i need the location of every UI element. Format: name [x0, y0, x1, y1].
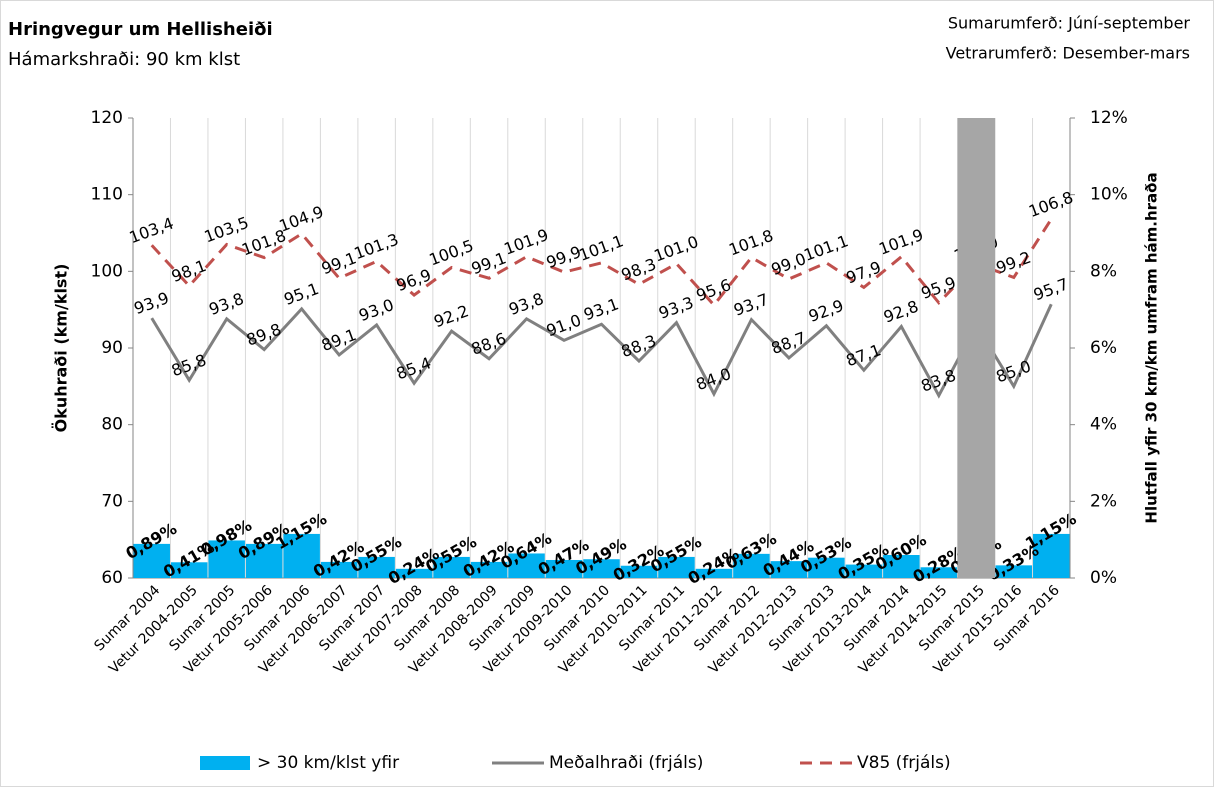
bar — [620, 565, 658, 578]
bar — [320, 561, 358, 578]
bar — [658, 556, 695, 578]
y2-tick-label: 4% — [1090, 415, 1117, 435]
y-tick-label: 110 — [91, 185, 123, 205]
bar — [433, 556, 470, 578]
bar — [245, 543, 283, 578]
bar — [920, 567, 958, 578]
y2-tick-label: 2% — [1090, 491, 1117, 511]
chart-subtitle: Hámarkshraði: 90 km klst — [8, 49, 240, 70]
bar — [1033, 533, 1070, 578]
note: Sumarumferð: Júní-september — [948, 14, 1191, 33]
y2-tick-label: 0% — [1090, 568, 1117, 588]
legend-swatch — [200, 756, 250, 770]
bar — [770, 561, 808, 578]
bar — [808, 557, 845, 578]
legend-label: Meðalhraði (frjáls) — [549, 753, 703, 773]
y-tick-label: 100 — [91, 261, 123, 281]
bar — [995, 565, 1033, 578]
line — [150, 303, 1053, 399]
chart-title: Hringvegur um Hellisheiði — [8, 19, 273, 40]
bar — [208, 540, 245, 578]
bar — [845, 564, 883, 578]
bar — [733, 553, 770, 578]
y2-tick-label: 8% — [1090, 261, 1117, 281]
bar — [358, 556, 395, 578]
bar — [695, 568, 733, 578]
bar — [170, 562, 208, 578]
y-tick-label: 80 — [101, 415, 123, 435]
y2-tick-label: 6% — [1090, 338, 1117, 358]
legend-label: > 30 km/klst yfir — [257, 753, 399, 773]
bar — [133, 543, 170, 578]
y2-tick-label: 10% — [1090, 185, 1128, 205]
y2-axis-label: Hlutfall yfir 30 km/km umfram hám.hraða — [1143, 172, 1161, 523]
bar — [583, 559, 620, 578]
y-axis-label: Ökuhraði (km/klst) — [52, 264, 71, 433]
y-tick-label: 90 — [101, 338, 123, 358]
legend-label: V85 (frjáls) — [857, 753, 951, 773]
highlight-band — [957, 118, 996, 578]
y-tick-label: 60 — [101, 568, 123, 588]
y-tick-label: 70 — [101, 491, 123, 511]
y-tick-label: 120 — [91, 108, 123, 128]
bar — [283, 533, 320, 578]
note: Vetrarumferð: Desember-mars — [946, 44, 1190, 63]
bar — [883, 555, 920, 578]
bar — [508, 553, 545, 578]
y2-tick-label: 12% — [1090, 108, 1128, 128]
bar — [545, 559, 583, 578]
bar — [470, 561, 508, 578]
bar — [395, 568, 433, 578]
